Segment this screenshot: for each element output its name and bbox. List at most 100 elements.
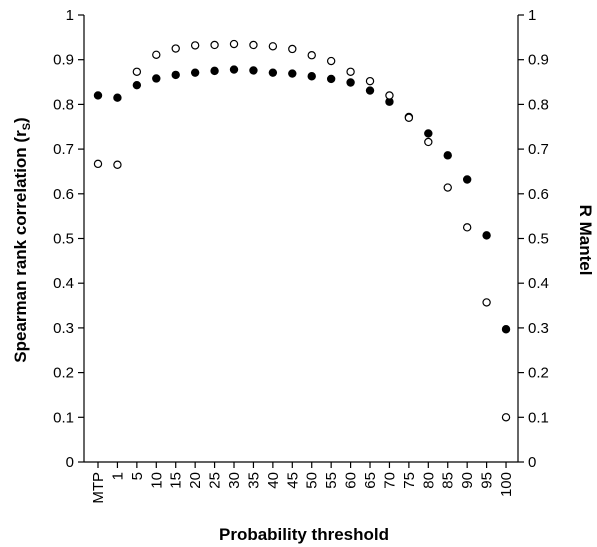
x-tick-label: 100	[498, 472, 515, 497]
x-tick-label: 70	[381, 472, 398, 489]
filled-point	[443, 151, 452, 160]
filled-point	[365, 86, 375, 95]
x-tick-label: 80	[420, 472, 437, 489]
filled-point	[462, 175, 472, 184]
series-layer	[93, 39, 511, 422]
open-point	[424, 137, 433, 147]
open-point	[190, 41, 200, 50]
x-tick-label: 60	[343, 472, 360, 489]
x-tick-label: 10	[148, 472, 165, 489]
y-right-tick-label: 0.8	[528, 96, 549, 113]
open-point	[132, 67, 142, 76]
open-point	[482, 298, 491, 307]
open-point	[171, 44, 180, 53]
plot-frame	[83, 15, 519, 463]
open-point	[385, 91, 394, 100]
open-point	[93, 159, 103, 169]
y-left-tick-label: 0.2	[53, 365, 74, 382]
filled-point	[171, 70, 180, 80]
y-axis-right-title: R Mantel	[576, 205, 595, 276]
filled-point	[307, 72, 316, 81]
open-point	[404, 113, 414, 123]
x-tick-label: 5	[129, 472, 146, 480]
y-left-tick-label: 0.5	[53, 231, 74, 248]
x-tick-label: 85	[440, 472, 457, 489]
filled-point	[229, 65, 239, 74]
y-right-tick-label: 0.7	[528, 141, 549, 158]
y-axis-left-title-close: )	[11, 117, 30, 123]
open-point	[501, 413, 511, 422]
y-left-tick-label: 0.4	[53, 275, 74, 292]
y-left-tick-label: 0	[66, 454, 74, 471]
filled-point	[210, 66, 219, 76]
y-right-tick-label: 0.6	[528, 186, 549, 203]
open-point	[249, 40, 258, 50]
x-tick-label: MTP	[90, 472, 107, 504]
x-tick-label: 50	[304, 472, 321, 489]
y-left-tick-label: 0.6	[53, 186, 74, 203]
y-left-tick-label: 1	[66, 7, 74, 24]
filled-point	[288, 69, 297, 78]
series-filled-markers	[93, 65, 511, 334]
filled-point	[132, 80, 142, 90]
filled-point	[424, 129, 433, 138]
x-axis-ticks: MTP 1 5 10 15 20 25 30 35 40 45 50 55 60 65 70 75 80 85 90 9…	[90, 462, 515, 504]
x-tick-label: 20	[187, 472, 204, 489]
y-left-tick-label: 0.7	[53, 141, 74, 158]
filled-point	[152, 74, 161, 83]
filled-point	[482, 231, 491, 240]
open-point	[443, 183, 452, 192]
open-point	[210, 40, 219, 50]
open-point	[152, 50, 161, 59]
x-tick-label: 95	[479, 472, 496, 489]
y-axis-right-ticks: 0 0.1 0.2 0.3 0.4 0.5 0.6 0.7 0.8 0.9 1	[518, 7, 549, 471]
x-axis-title: Probability threshold	[219, 525, 389, 544]
x-tick-label: 25	[207, 472, 224, 489]
open-point	[346, 67, 355, 76]
y-left-tick-label: 0.1	[53, 409, 74, 426]
y-right-tick-label: 0.2	[528, 365, 549, 382]
y-axis-left-ticks: 0 0.1 0.2 0.3 0.4 0.5 0.6 0.7 0.8 0.9 1	[53, 7, 84, 471]
y-left-tick-label: 0.9	[53, 52, 74, 69]
x-tick-label: 35	[245, 472, 262, 489]
filled-point	[268, 68, 278, 77]
open-point	[113, 160, 122, 169]
x-tick-label: 40	[265, 472, 282, 489]
open-point	[365, 76, 375, 86]
x-tick-label: 75	[401, 472, 418, 489]
y-right-tick-label: 0.4	[528, 275, 549, 292]
y-right-tick-label: 1	[528, 7, 536, 24]
y-left-tick-label: 0.8	[53, 96, 74, 113]
x-tick-label: 90	[459, 472, 476, 489]
y-right-tick-label: 0.5	[528, 231, 549, 248]
y-right-tick-label: 0.9	[528, 52, 549, 69]
filled-point	[93, 91, 103, 100]
open-point	[326, 56, 336, 66]
y-right-tick-label: 0	[528, 454, 536, 471]
open-point	[288, 44, 297, 54]
filled-point	[190, 68, 200, 77]
y-right-tick-label: 0.3	[528, 320, 549, 337]
open-point	[229, 39, 239, 49]
filled-point	[249, 66, 258, 75]
y-left-tick-label: 0.3	[53, 320, 74, 337]
x-tick-label: 65	[362, 472, 379, 489]
filled-point	[326, 74, 336, 84]
open-point	[462, 223, 472, 232]
filled-point	[113, 93, 122, 102]
open-point	[268, 42, 278, 51]
x-tick-label: 15	[168, 472, 185, 489]
y-right-tick-label: 0.1	[528, 409, 549, 426]
x-tick-label: 30	[226, 472, 243, 489]
x-tick-label: 55	[323, 472, 340, 489]
series-open-markers	[93, 39, 511, 422]
y-axis-left-title-main: Spearman rank correlation (r	[11, 130, 30, 363]
x-tick-label: 45	[284, 472, 301, 489]
open-point	[307, 51, 316, 60]
x-tick-label: 1	[109, 472, 126, 480]
y-axis-left-title: Spearman rank correlation (rS)	[11, 117, 33, 362]
y-axis-left-title-subscript: S	[21, 123, 33, 130]
filled-point	[346, 78, 355, 87]
filled-point	[501, 325, 511, 334]
